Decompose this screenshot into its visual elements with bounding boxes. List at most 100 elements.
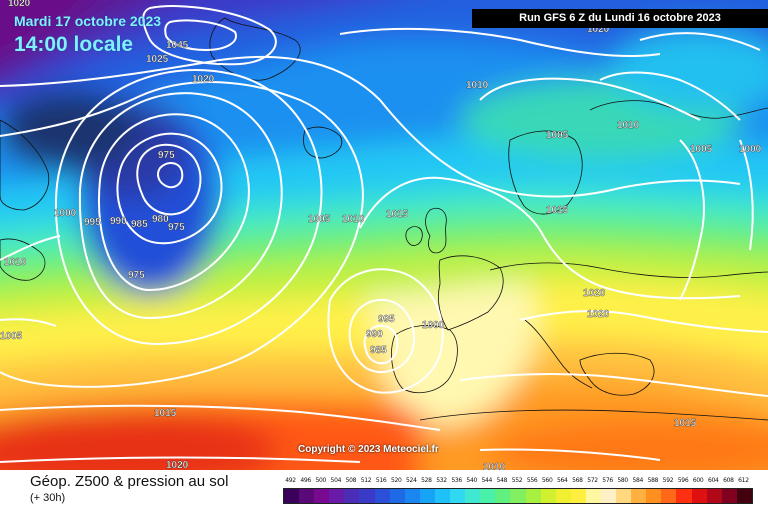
scale-tick-label: 548 <box>496 477 508 484</box>
isobar-label: 1020 <box>192 74 215 85</box>
scale-swatch <box>495 489 511 503</box>
isobar-label: 975 <box>128 270 145 281</box>
geopotential-field <box>0 0 768 470</box>
scale-tick-label: 604 <box>707 477 719 484</box>
scale-swatch <box>616 489 632 503</box>
scale-tick-label: 528 <box>421 477 432 484</box>
isobar-label: 1020 <box>587 309 610 320</box>
scale-tick-label: 564 <box>557 477 568 484</box>
isobar-label: 1005 <box>0 331 23 342</box>
scale-tick-label: 612 <box>738 477 749 484</box>
isobar-label: 1000 <box>54 208 77 219</box>
scale-tick-label: 536 <box>451 477 462 484</box>
isobar-label: 980 <box>152 214 169 225</box>
scale-swatch <box>661 489 677 503</box>
isobar-label: 990 <box>366 329 383 340</box>
isobar-label: 1020 <box>166 460 189 470</box>
isobar-label: 1000 <box>739 144 762 155</box>
scale-swatch <box>600 489 617 503</box>
scale-tick-label: 592 <box>662 477 674 484</box>
isobar-label: 990 <box>110 216 127 227</box>
isobar-label: 1015 <box>546 205 569 216</box>
scale-swatch <box>450 489 466 503</box>
isobar-label: 1045 <box>166 40 189 51</box>
isobar-label: 1010 <box>483 462 506 470</box>
scale-swatch <box>299 489 315 503</box>
isobar-label: 995 <box>378 314 395 325</box>
isobar-label: 975 <box>158 150 175 161</box>
scale-swatch <box>344 489 360 503</box>
isobar-label: 1020 <box>8 0 31 9</box>
forecast-date: Mardi 17 octobre 2023 <box>14 13 162 29</box>
scale-tick-label: 568 <box>572 477 583 484</box>
isobar-label: 1000 <box>422 320 445 331</box>
scale-swatch <box>646 489 662 503</box>
scale-tick-label: 532 <box>436 477 447 484</box>
scale-swatch <box>540 489 556 503</box>
color-scale-bar <box>283 488 753 504</box>
isobars <box>0 5 768 463</box>
scale-tick-label: 580 <box>617 477 628 484</box>
scale-swatch <box>631 489 647 503</box>
scale-swatch <box>691 489 707 503</box>
scale-tick-label: 552 <box>511 477 523 484</box>
isobar-label: 1005 <box>690 144 713 155</box>
scale-swatch <box>510 489 526 503</box>
scale-swatch <box>736 489 752 503</box>
scale-tick-label: 500 <box>315 477 327 484</box>
scale-swatch <box>419 489 435 503</box>
scale-tick-label: 584 <box>632 477 644 484</box>
scale-tick-label: 600 <box>692 477 704 484</box>
scale-tick-label: 508 <box>345 477 357 484</box>
scale-swatch <box>721 489 737 503</box>
isobar-label: 1005 <box>546 130 569 141</box>
scale-tick-label: 540 <box>466 477 477 484</box>
scale-tick-label: 560 <box>541 477 553 484</box>
scale-tick-label: 588 <box>647 477 659 484</box>
scale-tick-label: 516 <box>375 477 387 484</box>
scale-swatch <box>359 489 375 503</box>
scale-swatch <box>284 489 300 503</box>
scale-tick-label: 496 <box>300 477 311 484</box>
copyright-notice: Copyright © 2023 Meteociel.fr <box>298 444 439 455</box>
scale-swatch <box>389 489 405 503</box>
scale-swatch <box>555 489 571 503</box>
scale-swatch <box>570 489 586 503</box>
scale-tick-label: 556 <box>526 477 538 484</box>
scale-swatch <box>525 489 541 503</box>
scale-tick-label: 504 <box>330 477 342 484</box>
isobar-label: 1010 <box>466 80 489 91</box>
scale-swatch <box>465 489 481 503</box>
scale-tick-label: 544 <box>481 477 493 484</box>
scale-swatch <box>434 489 451 503</box>
scale-tick-label: 608 <box>723 477 734 484</box>
isobar-label: 1025 <box>146 54 169 65</box>
map-title: Géop. Z500 & pression au sol <box>30 473 229 490</box>
scale-swatch <box>374 489 390 503</box>
scale-tick-label: 576 <box>602 477 613 484</box>
color-scale-labels: 492 496 500 504 508 512 516 520 524 528 532 536 540 5… <box>283 477 751 487</box>
isobar-label: 1010 <box>342 214 365 225</box>
scale-swatch <box>676 489 692 503</box>
forecast-time: 14:00 locale <box>14 33 134 56</box>
scale-tick-label: 524 <box>406 477 417 484</box>
isobar-label: 985 <box>370 345 387 356</box>
legend-footer: Géop. Z500 & pression au sol (+ 30h) 492… <box>0 470 768 512</box>
isobar-label: 985 <box>131 219 148 230</box>
scale-swatch <box>480 489 496 503</box>
run-info-banner: Run GFS 6 Z du Lundi 16 octobre 2023 <box>472 9 768 28</box>
scale-tick-label: 596 <box>677 477 689 484</box>
scale-tick-label: 492 <box>285 477 296 484</box>
isobar-label: 975 <box>168 222 185 233</box>
isobar-label: 1015 <box>154 408 177 419</box>
isobar-label: 1010 <box>4 257 27 268</box>
scale-swatch <box>314 489 330 503</box>
scale-swatch <box>329 489 345 503</box>
forecast-offset: (+ 30h) <box>30 492 66 504</box>
scale-swatch <box>404 489 420 503</box>
isobar-label: 1015 <box>386 209 409 220</box>
scale-tick-label: 512 <box>360 477 372 484</box>
isobar-label: 995 <box>84 217 101 228</box>
